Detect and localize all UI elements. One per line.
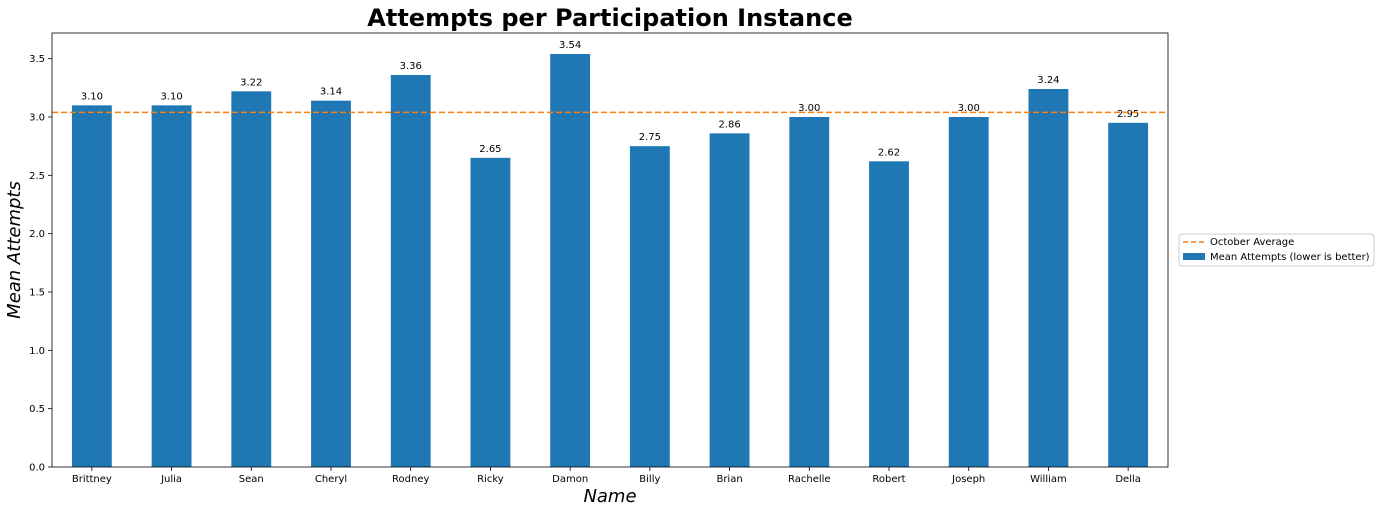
x-tick-label: Billy bbox=[639, 474, 660, 485]
bar-value-label: 3.10 bbox=[81, 91, 103, 102]
bar-value-label: 2.65 bbox=[479, 144, 501, 155]
bar-value-label: 2.86 bbox=[718, 119, 740, 130]
bar-value-label: 2.62 bbox=[878, 147, 900, 158]
legend-label-october-average: October Average bbox=[1210, 237, 1294, 248]
y-tick-label: 0.5 bbox=[29, 404, 45, 415]
bar-value-label: 2.75 bbox=[639, 132, 661, 143]
bar bbox=[789, 117, 830, 467]
bar-value-label: 3.00 bbox=[958, 103, 980, 114]
x-tick-label: Sean bbox=[239, 474, 264, 485]
x-tick-label: Della bbox=[1115, 474, 1141, 485]
bar bbox=[1028, 89, 1069, 467]
y-tick-label: 1.0 bbox=[29, 346, 45, 357]
bar bbox=[390, 75, 431, 467]
x-tick-label: Joseph bbox=[951, 474, 985, 485]
y-axis-title: Mean Attempts bbox=[4, 181, 25, 319]
bar bbox=[231, 91, 272, 467]
bar bbox=[709, 133, 750, 468]
x-tick-label: Robert bbox=[872, 474, 905, 485]
y-tick-label: 1.5 bbox=[29, 288, 45, 299]
x-tick-label: William bbox=[1030, 474, 1067, 485]
x-axis-title: Name bbox=[583, 486, 636, 507]
y-tick-label: 2.5 bbox=[29, 171, 45, 182]
bar bbox=[470, 157, 511, 468]
x-tick-label: Ricky bbox=[477, 474, 504, 485]
y-tick-label: 3.0 bbox=[29, 113, 45, 124]
legend-label-mean-attempts: Mean Attempts (lower is better) bbox=[1210, 252, 1370, 263]
plot-frame bbox=[51, 32, 1169, 468]
bar bbox=[311, 100, 351, 468]
bar-value-label: 3.22 bbox=[240, 77, 262, 88]
y-tick-label: 0.0 bbox=[29, 463, 45, 474]
chart-title: Attempts per Participation Instance bbox=[367, 4, 852, 32]
bar bbox=[151, 105, 192, 467]
x-tick-label: Rodney bbox=[392, 474, 429, 485]
legend: October Average Mean Attempts (lower is b… bbox=[1178, 233, 1375, 267]
bar bbox=[948, 117, 989, 467]
bar-value-label: 3.36 bbox=[400, 61, 422, 72]
bar bbox=[71, 105, 112, 467]
bar-value-label: 3.24 bbox=[1037, 75, 1059, 86]
plot-area: 0.0 0.5 1.0 1.5 2.0 2.5 3.0 3.5 3.10 Brittney 3.10… bbox=[29, 32, 1169, 485]
x-tick-label: Rachelle bbox=[788, 474, 831, 485]
bar-value-label: 2.95 bbox=[1117, 109, 1139, 120]
y-tick-label: 2.0 bbox=[29, 229, 45, 240]
x-tick-label: Julia bbox=[160, 474, 182, 485]
bar bbox=[550, 54, 591, 467]
bar-value-label: 3.00 bbox=[798, 103, 820, 114]
bar-value-label: 3.54 bbox=[559, 40, 581, 51]
bar bbox=[869, 161, 909, 468]
bar bbox=[629, 146, 670, 467]
legend-box bbox=[1178, 233, 1375, 267]
bar-value-label: 3.14 bbox=[320, 87, 342, 98]
x-tick-label: Brittney bbox=[72, 474, 112, 485]
legend-swatch-mean-attempts bbox=[1183, 253, 1205, 260]
x-tick-label: Cheryl bbox=[315, 474, 347, 485]
bar bbox=[1108, 122, 1149, 467]
x-tick-label: Damon bbox=[552, 474, 588, 485]
y-tick-label: 3.5 bbox=[29, 54, 45, 65]
bar-value-label: 3.10 bbox=[160, 91, 182, 102]
x-tick-label: Brian bbox=[716, 474, 742, 485]
